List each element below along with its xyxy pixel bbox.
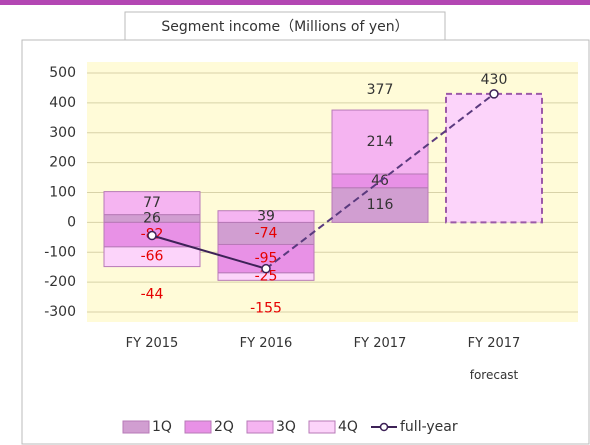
full-year-line [151, 234, 267, 270]
legend-label: 2Q [214, 419, 234, 435]
value-label: 116 [367, 197, 394, 213]
legend-swatch [184, 420, 212, 434]
title-box [124, 11, 446, 41]
x-tick-label: FY 2016 [240, 336, 293, 351]
legend-swatch [122, 420, 150, 434]
y-tick-label: 300 [49, 125, 76, 141]
legend-swatch [246, 420, 274, 434]
y-tick-label: -300 [44, 304, 76, 320]
value-label: -66 [141, 249, 164, 265]
full-year-marker [261, 263, 271, 274]
full-year-label: -155 [250, 300, 282, 316]
y-tick-label: 0 [67, 214, 76, 230]
y-tick-label: 500 [49, 65, 76, 81]
chart-title: Segment income（Millions of yen） [161, 19, 408, 35]
value-label: 39 [257, 209, 275, 225]
full-year-line-dashed [265, 93, 495, 270]
legend-label: full-year [400, 419, 458, 435]
legend-swatch [308, 420, 336, 434]
full-year-marker [147, 230, 157, 241]
legend-label: 3Q [276, 419, 296, 435]
y-tick-label: -100 [44, 244, 76, 260]
value-label: 77 [143, 195, 161, 211]
y-tick-label: 400 [49, 95, 76, 111]
y-tick-label: 200 [49, 155, 76, 171]
value-label: -74 [255, 225, 278, 241]
total-label: 377 [367, 82, 394, 98]
value-label: 26 [143, 210, 161, 226]
forecast-bar [445, 92, 543, 224]
x-tick-label: FY 2017 forecast [468, 336, 521, 382]
legend-marker [379, 422, 389, 432]
value-label: 214 [367, 134, 394, 150]
legend-label: 1Q [152, 419, 172, 435]
top-strip [0, 0, 590, 5]
full-year-marker [489, 89, 499, 99]
y-tick-label: 100 [49, 185, 76, 201]
bar-segment [331, 109, 429, 175]
bar-segment [103, 191, 201, 216]
x-tick-label: FY 2017 [354, 336, 407, 351]
value-label: -25 [255, 269, 278, 285]
bar-segment [103, 246, 201, 268]
legend-label: 4Q [338, 419, 358, 435]
value-label: -95 [255, 251, 278, 267]
full-year-label: 430 [481, 72, 508, 88]
y-tick-label: -200 [44, 274, 76, 290]
x-tick-label: FY 2015 [126, 336, 179, 351]
full-year-label: -44 [141, 287, 164, 303]
bar-segment [217, 210, 315, 223]
